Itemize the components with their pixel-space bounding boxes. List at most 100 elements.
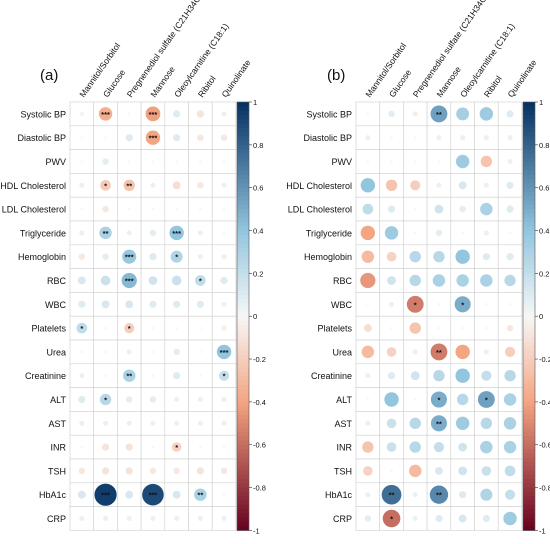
column-label: Mannitol/Sorbitol <box>77 41 122 99</box>
significance-stars: * <box>104 396 107 405</box>
correlation-circle <box>194 488 207 501</box>
correlation-circle <box>173 372 181 380</box>
significance-stars: * <box>223 372 226 381</box>
correlation-circle <box>506 253 514 261</box>
correlation-circle <box>366 160 370 163</box>
colorbar-segment <box>237 354 249 360</box>
row-label: LDL Cholesterol <box>288 205 352 215</box>
correlation-circle <box>175 326 179 330</box>
row-label: ALT <box>50 395 66 405</box>
colorbar-segment <box>237 290 249 296</box>
significance-stars: * <box>199 277 202 286</box>
colorbar-segment <box>523 102 535 107</box>
correlation-circle <box>197 515 203 522</box>
panel-label: (a) <box>40 67 58 84</box>
colorbar-segment <box>523 191 535 197</box>
colorbar-segment <box>237 264 249 270</box>
correlation-circle <box>484 302 488 306</box>
colorbar-segment <box>237 487 249 493</box>
correlation-circle <box>174 420 180 426</box>
colorbar-segment <box>237 384 249 390</box>
colorbar-segment <box>237 114 249 120</box>
colorbar-segment <box>237 251 249 257</box>
correlation-circle <box>384 392 399 407</box>
colorbar-segment <box>237 474 249 480</box>
colorbar-segment <box>523 311 535 317</box>
colorbar-segment <box>237 303 249 309</box>
correlation-circle <box>195 275 206 286</box>
correlation-circle <box>388 110 395 118</box>
colorbar-segment <box>523 273 535 279</box>
column-label: Ribitol <box>482 74 504 99</box>
correlation-circle <box>149 253 157 261</box>
colorbar-segment <box>237 170 249 176</box>
colorbar-segment <box>523 161 535 167</box>
colorbar-segment <box>523 286 535 291</box>
correlation-circle <box>151 207 155 211</box>
colorbar-segment <box>237 453 249 458</box>
correlation-circle <box>429 485 449 504</box>
correlation-circle <box>150 182 156 188</box>
correlation-circle <box>504 370 516 382</box>
column-label: Glucose <box>101 67 127 99</box>
correlation-circle <box>78 300 86 308</box>
correlation-circle <box>173 300 181 308</box>
colorbar-segment <box>237 217 249 223</box>
correlation-circle <box>126 420 132 426</box>
correlation-circle <box>173 348 180 356</box>
colorbar-segment <box>237 243 249 249</box>
correlation-circle <box>123 179 135 191</box>
colorbar-tick-label: -1 <box>539 526 546 535</box>
row-label: PWV <box>45 157 66 167</box>
colorbar-tick-label: 0.6 <box>253 184 263 193</box>
correlation-circle <box>149 229 157 237</box>
colorbar-segment <box>237 196 249 201</box>
colorbar-segment <box>237 436 249 441</box>
correlation-circle <box>221 515 227 522</box>
correlation-circle <box>104 136 107 140</box>
correlation-circle <box>221 301 227 307</box>
correlation-circle <box>413 160 417 163</box>
correlation-circle <box>79 420 85 426</box>
correlation-circle <box>430 415 447 432</box>
correlation-circle <box>387 276 396 285</box>
colorbar-segment <box>237 191 249 197</box>
colorbar-segment <box>523 256 535 261</box>
correlation-circle <box>221 182 227 188</box>
colorbar-segment <box>237 320 249 326</box>
colorbar-tick-label: 1 <box>539 98 543 107</box>
colorbar-segment <box>523 187 535 193</box>
correlation-circle <box>151 445 155 449</box>
significance-stars: ** <box>197 491 203 500</box>
row-label: Systolic BP <box>20 109 66 119</box>
colorbar-segment <box>237 140 249 146</box>
row-label: Creatinine <box>311 371 352 381</box>
colorbar-segment <box>523 277 535 283</box>
colorbar-segment <box>523 461 535 467</box>
row-label: Platelets <box>31 324 66 334</box>
correlation-circle <box>454 296 471 313</box>
colorbar-tick-label: -0.6 <box>253 441 266 450</box>
significance-stars: * <box>461 300 464 309</box>
correlation-circle <box>151 350 155 354</box>
correlation-circle <box>390 469 393 473</box>
correlation-circle <box>434 204 444 214</box>
correlation-circle <box>458 466 468 476</box>
colorbar-segment <box>237 333 249 339</box>
colorbar-tick-label: -0.4 <box>253 398 266 407</box>
correlation-circle <box>198 160 202 163</box>
colorbar-segment <box>523 487 535 493</box>
correlation-circle <box>149 396 157 403</box>
colorbar-segment <box>523 341 535 347</box>
colorbar-segment <box>237 260 249 266</box>
correlation-circle <box>483 182 489 188</box>
correlation-circle <box>145 106 161 122</box>
colorbar-segment <box>237 149 249 154</box>
significance-stars: ** <box>126 181 132 190</box>
colorbar-segment <box>523 140 535 146</box>
correlation-circle <box>384 226 399 240</box>
correlation-circle <box>101 467 110 475</box>
colorbar-tick-label: 0 <box>253 312 257 321</box>
column-label: Pregnenediol sulfate (C21H34O5S) <box>411 0 497 99</box>
colorbar-segment <box>237 179 249 184</box>
